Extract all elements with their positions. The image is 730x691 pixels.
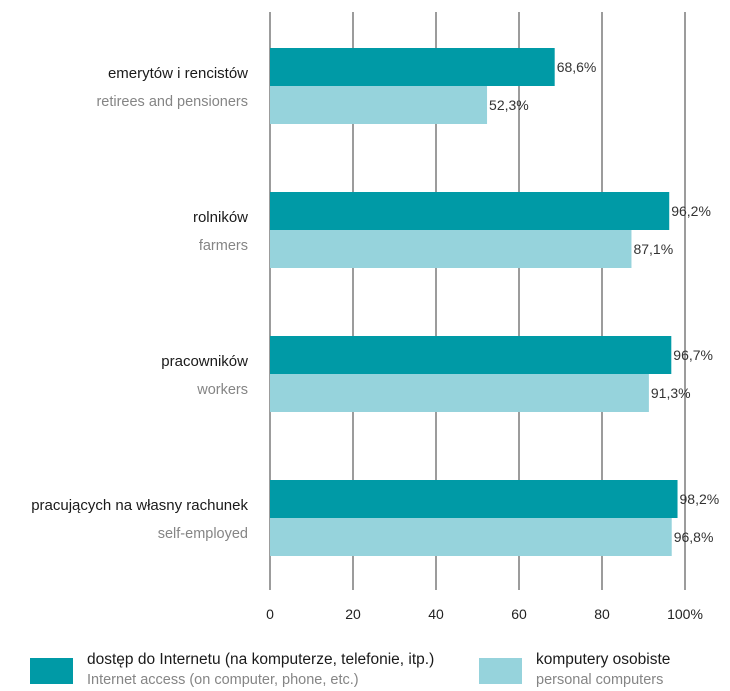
x-tick-label: 80: [594, 606, 610, 622]
category-sublabel: self-employed: [158, 526, 248, 542]
x-tick-label: 100%: [667, 606, 703, 622]
legend-label-internet: dostęp do Internetu (na komputerze, tele…: [87, 651, 435, 668]
value-label: 52,3%: [489, 97, 529, 113]
bar-internet: [270, 336, 672, 374]
category-labels: emerytów i rencistów retirees and pension…: [31, 65, 248, 542]
x-tick-label: 40: [428, 606, 444, 622]
category-label: pracujących na własny rachunek: [31, 497, 248, 514]
legend-label-computers: komputery osobiste: [536, 651, 671, 668]
bar-computers: [270, 86, 488, 124]
category-sublabel: retirees and pensioners: [96, 94, 248, 110]
value-label: 96,8%: [674, 529, 714, 545]
category-sublabel: farmers: [199, 238, 248, 254]
legend-sublabel-internet: Internet access (on computer, phone, etc…: [87, 672, 359, 688]
x-tick-label: 60: [511, 606, 527, 622]
value-label: 91,3%: [651, 385, 691, 401]
bar-chart: 68,6% 52,3% 96,2% 87,1% 96,7% 91,3% 98,2% 96,8%…: [31, 12, 719, 622]
value-label: 98,2%: [680, 491, 720, 507]
legend-sublabel-computers: personal computers: [536, 672, 664, 688]
x-tick-label: 20: [345, 606, 361, 622]
bar-computers: [270, 374, 649, 412]
bar-internet: [270, 48, 555, 86]
value-labels: 68,6% 52,3% 96,2% 87,1% 96,7% 91,3% 98,2% 96,8%: [489, 59, 719, 545]
category-label: pracowników: [161, 353, 248, 370]
x-axis-ticks: 0 20 40 60 80 100%: [266, 606, 703, 622]
value-label: 96,7%: [673, 347, 713, 363]
bars: [270, 48, 678, 556]
value-label: 87,1%: [633, 241, 673, 257]
value-label: 96,2%: [671, 203, 711, 219]
value-label: 68,6%: [557, 59, 597, 75]
category-sublabel: workers: [196, 382, 248, 398]
category-label: emerytów i rencistów: [108, 65, 248, 82]
legend-swatch-computers: [479, 658, 522, 684]
legend-computers: komputery osobiste personal computers: [479, 650, 670, 690]
x-tick-label: 0: [266, 606, 274, 622]
legend-swatch-internet: [30, 658, 73, 684]
bar-internet: [270, 480, 678, 518]
legend-internet: dostęp do Internetu (na komputerze, tele…: [30, 650, 434, 690]
bar-computers: [270, 518, 672, 556]
bar-internet: [270, 192, 670, 230]
bar-computers: [270, 230, 632, 268]
category-label: rolników: [193, 209, 248, 226]
